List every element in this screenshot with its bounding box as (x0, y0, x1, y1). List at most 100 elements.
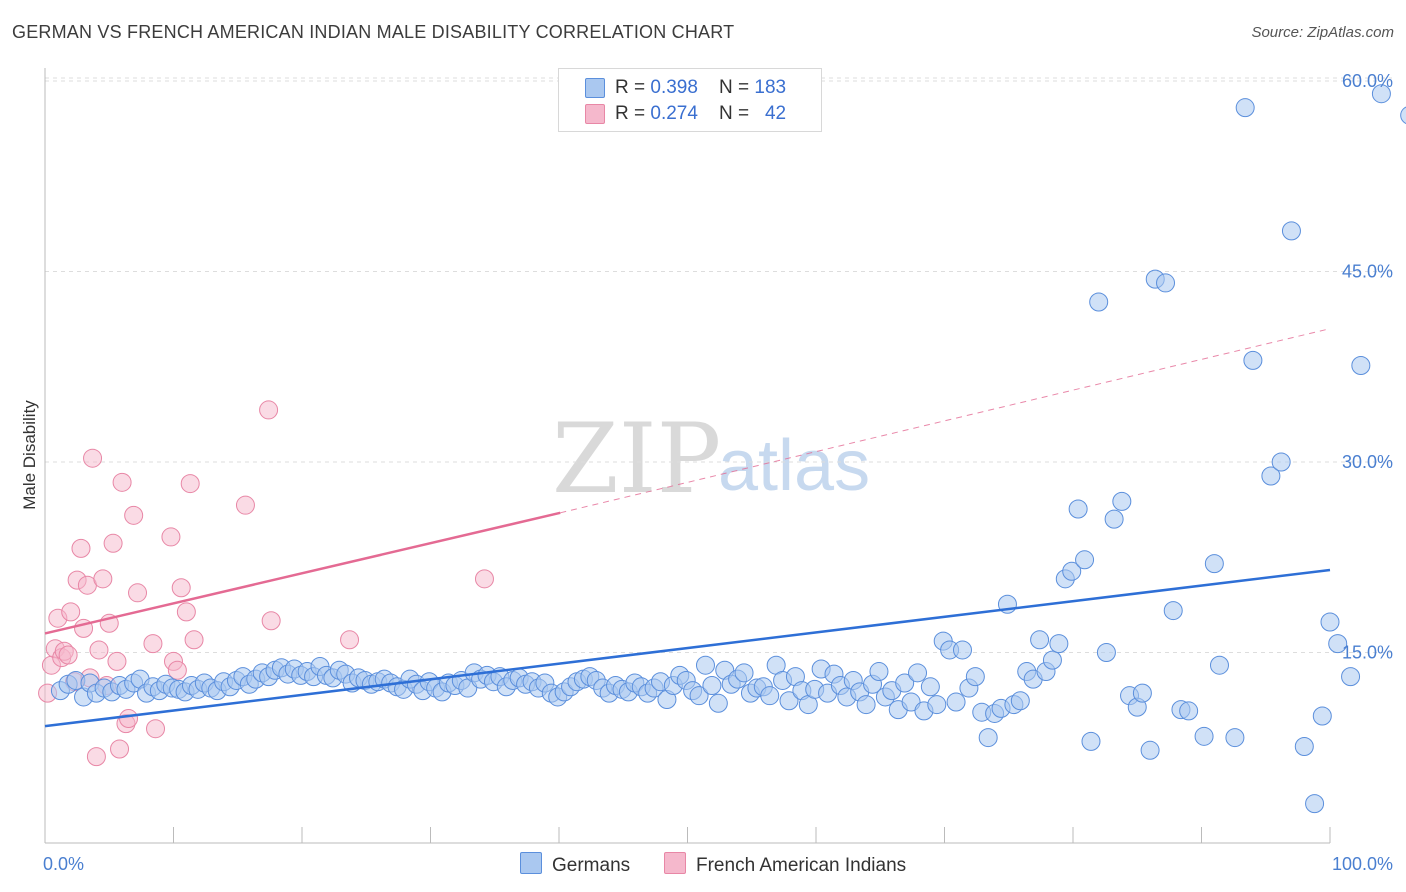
german-point (702, 676, 722, 696)
correlation-legend: R = 0.398 N = 183 R = 0.274 N = 42 (558, 68, 822, 132)
german-point (895, 673, 915, 693)
german-point (1010, 691, 1030, 711)
french-american-indian-point (112, 472, 132, 492)
french-american-indian-point (184, 630, 204, 650)
german-point (946, 692, 966, 712)
french-american-indian-point (146, 719, 166, 739)
german-point (1243, 350, 1263, 370)
legend-swatch-pink (585, 104, 605, 124)
watermark-atlas: atlas (718, 426, 870, 506)
bottom-legend-swatch-blue (520, 852, 542, 874)
legend-n-value: 183 (754, 77, 787, 98)
french-american-indian-point (128, 583, 148, 603)
french-american-indian-point (119, 709, 139, 729)
legend-swatch-blue (585, 78, 605, 98)
y-tick-label: 45.0% (1342, 262, 1393, 282)
french-american-indian-point (93, 569, 113, 589)
french-american-indian-point (124, 505, 144, 525)
french-american-indian-point (340, 630, 360, 650)
german-point (908, 663, 928, 683)
source-credit: Source: ZipAtlas.com (1251, 24, 1394, 41)
german-point (695, 655, 715, 675)
legend-r-label: R = (615, 77, 651, 98)
german-point (1351, 355, 1371, 375)
german-point (856, 695, 876, 715)
french-american-indian-point (86, 747, 106, 767)
germans-trendline (44, 568, 1331, 728)
x-tick-label: 100.0% (1332, 854, 1393, 874)
bottom-legend-label: Germans (552, 855, 631, 876)
tick-labels: 15.0% 30.0% 45.0% 60.0% 0.0% 100.0% (43, 71, 1393, 874)
german-point (1163, 601, 1183, 621)
x-tick-label: 0.0% (43, 854, 84, 874)
german-point (1204, 554, 1224, 574)
german-point (779, 691, 799, 711)
french-american-indians-trendline (44, 511, 561, 635)
german-point (1156, 273, 1176, 293)
french-american-indian-point (61, 602, 81, 622)
german-point (1049, 634, 1069, 654)
german-point (1261, 466, 1281, 486)
german-point (1312, 706, 1332, 726)
legend-n-label: N = (719, 77, 755, 98)
bottom-legend-label: French American Indians (696, 855, 907, 876)
french-american-indian-point (71, 538, 91, 558)
german-point (1096, 643, 1116, 662)
german-point (1081, 731, 1101, 751)
german-point (1209, 655, 1229, 675)
german-point (978, 728, 998, 748)
bottom-legend-germans: Germans (520, 852, 630, 877)
german-point (1089, 292, 1109, 312)
french-american-indian-point (176, 602, 196, 622)
french-american-indian-point (259, 400, 279, 420)
german-point (1400, 106, 1406, 125)
watermark-zip: ZIP (552, 403, 721, 515)
german-point (760, 686, 780, 706)
legend-r-value: 0.398 (650, 77, 698, 98)
french-american-indian-point (474, 569, 494, 589)
german-point (1042, 650, 1062, 670)
french-american-indian-point (103, 533, 123, 553)
german-point (1179, 701, 1199, 721)
watermark: ZIP atlas (552, 403, 870, 515)
french-american-indians-points (38, 400, 494, 767)
german-point (952, 640, 972, 660)
french-american-indian-point (83, 448, 103, 468)
german-point (1225, 728, 1245, 748)
german-point (708, 693, 728, 713)
german-point (1030, 630, 1050, 650)
german-point (920, 677, 940, 697)
chart-title: GERMAN VS FRENCH AMERICAN INDIAN MALE DI… (12, 22, 735, 42)
french-american-indian-point (180, 474, 200, 494)
y-tick-label: 60.0% (1342, 71, 1393, 91)
german-point (1112, 491, 1132, 511)
german-point (734, 663, 754, 683)
german-point (927, 695, 947, 715)
french-american-indian-point (110, 739, 130, 759)
german-point (1271, 452, 1291, 472)
german-point (1281, 221, 1301, 241)
legend-r-label: R = (615, 103, 651, 124)
german-point (1140, 740, 1160, 760)
german-point (1075, 550, 1095, 570)
french-american-indian-point (161, 527, 181, 547)
french-american-indian-point (58, 645, 78, 665)
german-point (1371, 84, 1391, 104)
german-point (1328, 634, 1348, 654)
gridlines (45, 77, 1392, 653)
french-american-indian-point (143, 634, 163, 654)
german-point (1104, 509, 1124, 529)
german-point (689, 686, 709, 706)
german-point (1235, 98, 1255, 118)
german-point (1294, 736, 1314, 756)
y-tick-label: 30.0% (1342, 452, 1393, 472)
french-american-indian-point (107, 651, 127, 671)
german-point (965, 667, 985, 687)
french-american-indian-point (235, 495, 255, 515)
german-point (1320, 612, 1340, 632)
german-point (1305, 794, 1325, 814)
german-point (1062, 561, 1082, 581)
french-american-indian-point (89, 640, 109, 660)
legend-n-label: N = (719, 103, 755, 124)
